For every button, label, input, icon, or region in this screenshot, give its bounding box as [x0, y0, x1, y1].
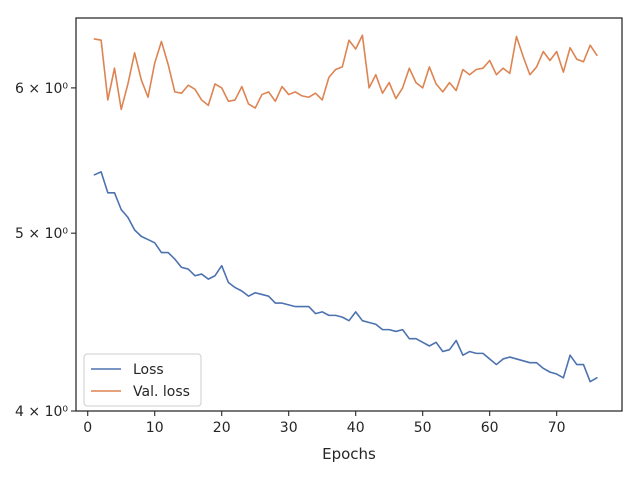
- x-tick-label: 60: [481, 420, 499, 436]
- series-layer: [93, 34, 598, 383]
- series-line-val-loss: [93, 34, 598, 111]
- x-tick-label: 30: [280, 420, 298, 436]
- x-tick-label: 50: [414, 420, 432, 436]
- x-tick-label: 0: [83, 420, 92, 436]
- x-tick-label: 70: [548, 420, 566, 436]
- series-line-loss: [93, 171, 598, 383]
- legend-box: [83, 353, 202, 407]
- plot-frame: [75, 17, 623, 412]
- legend-label-val-loss: Val. loss: [133, 384, 190, 400]
- tick-layer: 0 10 20 30 40 50 60 70 4 × 10⁰ 5 × 10⁰ 6 × 10⁰: [15, 81, 566, 436]
- legend: Loss Val. loss: [83, 353, 202, 407]
- y-tick-label: 4 × 10⁰: [15, 404, 68, 420]
- y-tick-label: 6 × 10⁰: [15, 81, 68, 97]
- x-axis-label: Epochs: [322, 445, 376, 463]
- plot-area: [76, 18, 622, 411]
- x-tick-label: 10: [146, 420, 164, 436]
- y-tick-label: 5 × 10⁰: [15, 226, 68, 242]
- legend-label-loss: Loss: [133, 362, 164, 378]
- x-tick-label: 40: [347, 420, 365, 436]
- x-tick-label: 20: [213, 420, 231, 436]
